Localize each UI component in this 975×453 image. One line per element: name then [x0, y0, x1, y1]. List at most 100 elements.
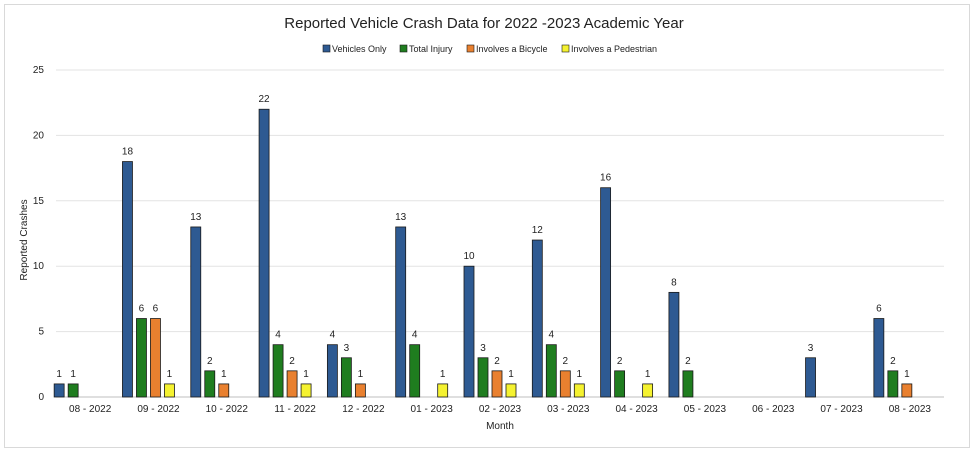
data-label: 1: [303, 369, 309, 380]
bar: [805, 357, 816, 398]
data-label: 2: [890, 356, 896, 367]
bar: [395, 226, 407, 398]
data-label: 2: [563, 356, 569, 367]
legend-label: Involves a Pedestrian: [571, 44, 657, 54]
bar: [682, 370, 694, 398]
data-label: 2: [207, 356, 213, 367]
bar: [218, 383, 230, 398]
legend-swatch: [561, 44, 570, 53]
data-label: 13: [190, 212, 202, 223]
x-tick-label: 05 - 2023: [684, 404, 727, 415]
data-label: 1: [221, 369, 227, 380]
bar: [477, 357, 489, 398]
y-tick-label: 0: [38, 392, 44, 403]
data-label: 1: [56, 369, 62, 380]
data-label: 2: [494, 356, 500, 367]
legend-swatch: [466, 44, 475, 53]
bar: [286, 370, 298, 398]
bar: [67, 383, 79, 398]
x-tick-label: 12 - 2022: [342, 404, 385, 415]
data-label: 4: [330, 330, 336, 341]
x-tick-label: 11 - 2022: [274, 404, 316, 415]
bar: [326, 344, 338, 398]
y-tick-label: 15: [33, 196, 45, 207]
bar: [901, 383, 913, 398]
x-tick-label: 01 - 2023: [411, 404, 454, 415]
data-label: 2: [685, 356, 691, 367]
bar: [545, 344, 557, 398]
bar: [614, 370, 626, 398]
y-tick-label: 5: [38, 327, 44, 338]
data-label: 1: [358, 369, 364, 380]
bar: [258, 108, 270, 398]
y-tick-label: 25: [33, 65, 45, 76]
bar: [873, 318, 885, 398]
bar: [53, 383, 65, 398]
data-label: 1: [577, 369, 583, 380]
data-label: 1: [645, 369, 651, 380]
data-label: 10: [463, 251, 475, 262]
legend-swatch: [399, 44, 408, 53]
x-tick-label: 10 - 2022: [206, 404, 249, 415]
bar: [340, 357, 352, 398]
data-label: 12: [532, 225, 544, 236]
data-label: 8: [671, 277, 677, 288]
bar: [150, 318, 161, 398]
data-label: 13: [395, 212, 407, 223]
x-tick-label: 04 - 2023: [615, 404, 658, 415]
legend-label: Total Injury: [409, 44, 453, 54]
bar: [600, 187, 612, 398]
data-label: 6: [139, 304, 145, 315]
bar: [136, 318, 147, 398]
bars: [53, 108, 913, 398]
data-label: 1: [167, 369, 173, 380]
legend: Vehicles Only Total Injury Involves a Bicy…: [322, 44, 657, 54]
data-label: 1: [508, 369, 514, 380]
x-tick-label: 07 - 2023: [820, 404, 863, 415]
bar: [559, 370, 571, 398]
data-label: 2: [289, 356, 295, 367]
gridlines: [56, 69, 944, 398]
y-axis-label: Reported Crashes: [19, 199, 30, 280]
legend-swatch: [322, 44, 331, 53]
x-tick-label: 06 - 2023: [752, 404, 795, 415]
legend-label: Involves a Bicycle: [476, 44, 548, 54]
data-label: 3: [480, 343, 486, 354]
x-tick-label: 08 - 2022: [69, 404, 112, 415]
bar: [190, 226, 202, 398]
bar: [491, 370, 503, 398]
y-tick-label: 10: [33, 261, 45, 272]
x-tick-label: 03 - 2023: [547, 404, 590, 415]
data-label: 4: [549, 330, 555, 341]
data-label: 1: [904, 369, 910, 380]
data-label: 2: [617, 356, 623, 367]
bar: [354, 383, 366, 398]
y-axis-ticks: 0 5 10 15 20 25: [33, 65, 45, 403]
x-tick-label: 08 - 2023: [889, 404, 932, 415]
y-tick-label: 20: [33, 130, 45, 141]
bar: [531, 239, 543, 398]
data-label: 1: [440, 369, 446, 380]
bar: [437, 383, 449, 398]
data-label: 3: [808, 343, 814, 354]
x-axis-ticks: 08 - 2022 09 - 2022 10 - 2022 11 - 2022 12 -…: [69, 404, 931, 415]
bar: [409, 344, 421, 398]
legend-label: Vehicles Only: [332, 44, 387, 54]
bar: [463, 265, 475, 398]
bar: [204, 370, 216, 398]
x-tick-label: 09 - 2022: [137, 404, 180, 415]
data-label: 6: [876, 304, 882, 315]
data-label: 4: [275, 330, 281, 341]
bar: [164, 383, 175, 398]
data-label: 16: [600, 173, 612, 184]
bar: [505, 383, 517, 398]
bar: [887, 370, 899, 398]
bar: [272, 344, 284, 398]
data-label: 6: [153, 304, 159, 315]
chart-title: Reported Vehicle Crash Data for 2022 -20…: [284, 15, 683, 32]
bar: [573, 383, 585, 398]
data-label: 4: [412, 330, 418, 341]
data-label: 1: [70, 369, 76, 380]
bar: [122, 161, 133, 398]
